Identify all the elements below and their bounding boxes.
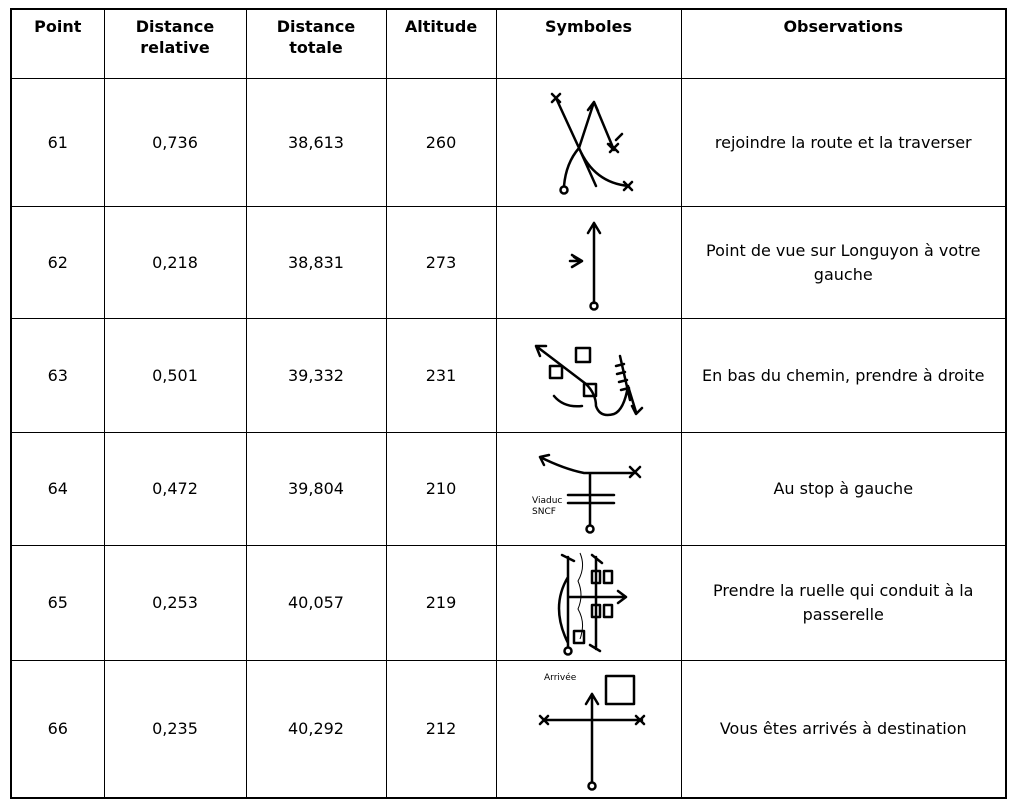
total: 39,332 [245,318,387,433]
header-cell: Distance relative [103,8,247,79]
observation: rejoindre la route et la traverser [680,78,1007,207]
relative: 0,736 [103,78,247,207]
symbol-cell: Arrivée [495,660,682,798]
header-cell: Point [10,8,105,79]
header-cell: Symboles [495,8,682,79]
observation: Au stop à gauche [680,432,1007,546]
altitude: 260 [385,78,497,207]
symbol-cell: Viaduc SNCF [495,432,682,546]
altitude: 219 [385,545,497,661]
header-cell: Altitude [385,8,497,79]
point: 61 [10,78,105,207]
total: 40,057 [245,545,387,661]
symbol-text: SNCF [532,507,556,517]
observation: En bas du chemin, prendre à droite [680,318,1007,433]
observation: Prendre la ruelle qui conduit à la passe… [680,545,1007,661]
table-header: Point Distance relative Distance totale … [10,8,1007,79]
point: 63 [10,318,105,433]
relative: 0,235 [103,660,247,798]
altitude: 212 [385,660,497,798]
altitude: 273 [385,206,497,319]
observation: Vous êtes arrivés à destination [680,660,1007,798]
symbol-cell [495,545,682,661]
relative: 0,501 [103,318,247,433]
altitude: 231 [385,318,497,433]
observation: Point de vue sur Longuyon à votre gauche [680,206,1007,319]
total: 39,804 [245,432,387,546]
point: 66 [10,660,105,798]
symbol-text: Viaduc [532,496,562,506]
header-cell: Observations [680,8,1007,79]
relative: 0,218 [103,206,247,319]
symbol [550,92,633,195]
point: 62 [10,206,105,319]
header-cell: Distance totale [245,8,387,79]
symbol-text: Arrivée [544,672,577,683]
symbol [568,221,601,311]
symbol: Viaduc SNCF [532,453,641,534]
point: 65 [10,545,105,661]
total: 38,613 [245,78,387,207]
route-table: Point Distance relative Distance totale … [10,8,1007,799]
relative: 0,253 [103,545,247,661]
relative: 0,472 [103,432,247,546]
altitude: 210 [385,432,497,546]
total: 40,292 [245,660,387,798]
symbol: Arrivée [538,672,645,791]
symbol-cell [495,206,682,319]
symbol [557,552,627,656]
symbol-cell [495,78,682,207]
point: 64 [10,432,105,546]
symbol-cell [495,318,682,433]
symbol [534,344,643,416]
total: 38,831 [245,206,387,319]
